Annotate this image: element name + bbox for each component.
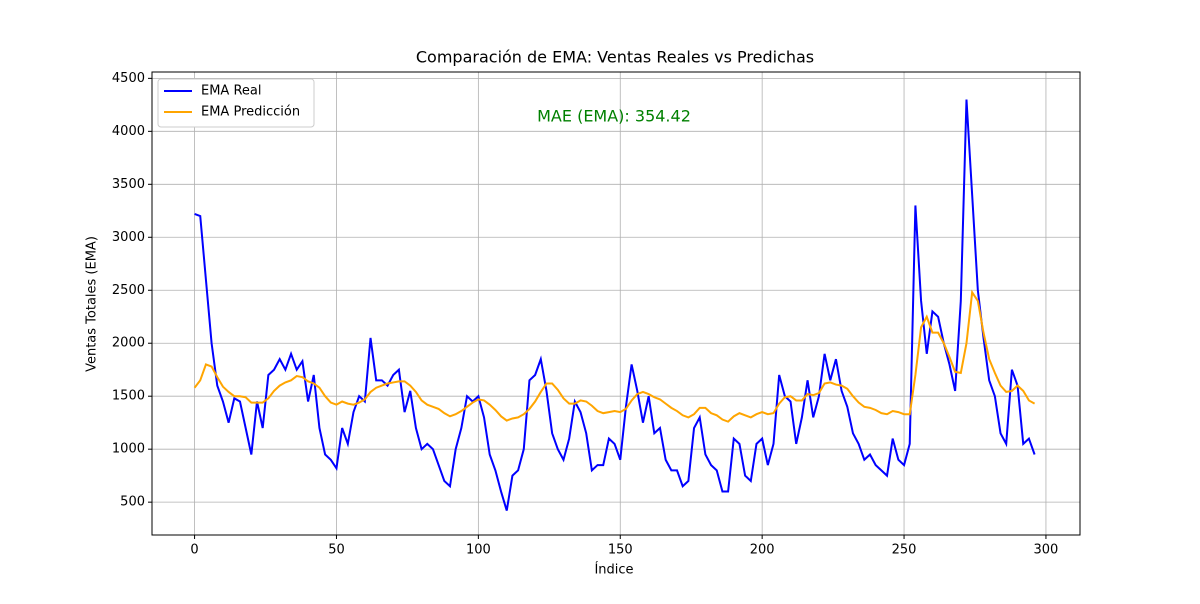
y-tick-label: 4500 — [112, 71, 145, 86]
x-tick-label: 200 — [750, 543, 775, 558]
y-tick-label: 3000 — [112, 230, 145, 245]
legend-label: EMA Predicción — [201, 105, 300, 120]
y-tick-label: 2000 — [112, 336, 145, 351]
legend-box — [157, 78, 315, 128]
y-tick-label: 3500 — [112, 177, 145, 192]
plot-frame — [151, 71, 1081, 536]
x-axis-label: Índice — [594, 562, 633, 578]
y-tick-label: 500 — [120, 495, 145, 510]
y-tick-label: 2500 — [112, 283, 145, 298]
series-line — [194, 99, 1036, 511]
annotation: MAE (EMA): 354.42 — [537, 107, 691, 126]
x-tick-label: 300 — [1034, 543, 1059, 558]
x-tick-label: 0 — [190, 543, 198, 558]
legend-label: EMA Real — [201, 84, 261, 99]
y-tick-label: 1500 — [112, 389, 145, 404]
x-tick-label: 150 — [608, 543, 633, 558]
y-axis-label: Ventas Totales (EMA) — [85, 236, 100, 372]
series-line — [193, 289, 1036, 423]
x-tick-label: 100 — [466, 543, 491, 558]
y-tick-label: 4000 — [112, 124, 145, 139]
x-tick-label: 50 — [328, 543, 345, 558]
y-tick-label: 1000 — [112, 442, 145, 457]
chart-title: Comparación de EMA: Ventas Reales vs Pre… — [416, 48, 814, 67]
x-tick-label: 250 — [892, 543, 917, 558]
